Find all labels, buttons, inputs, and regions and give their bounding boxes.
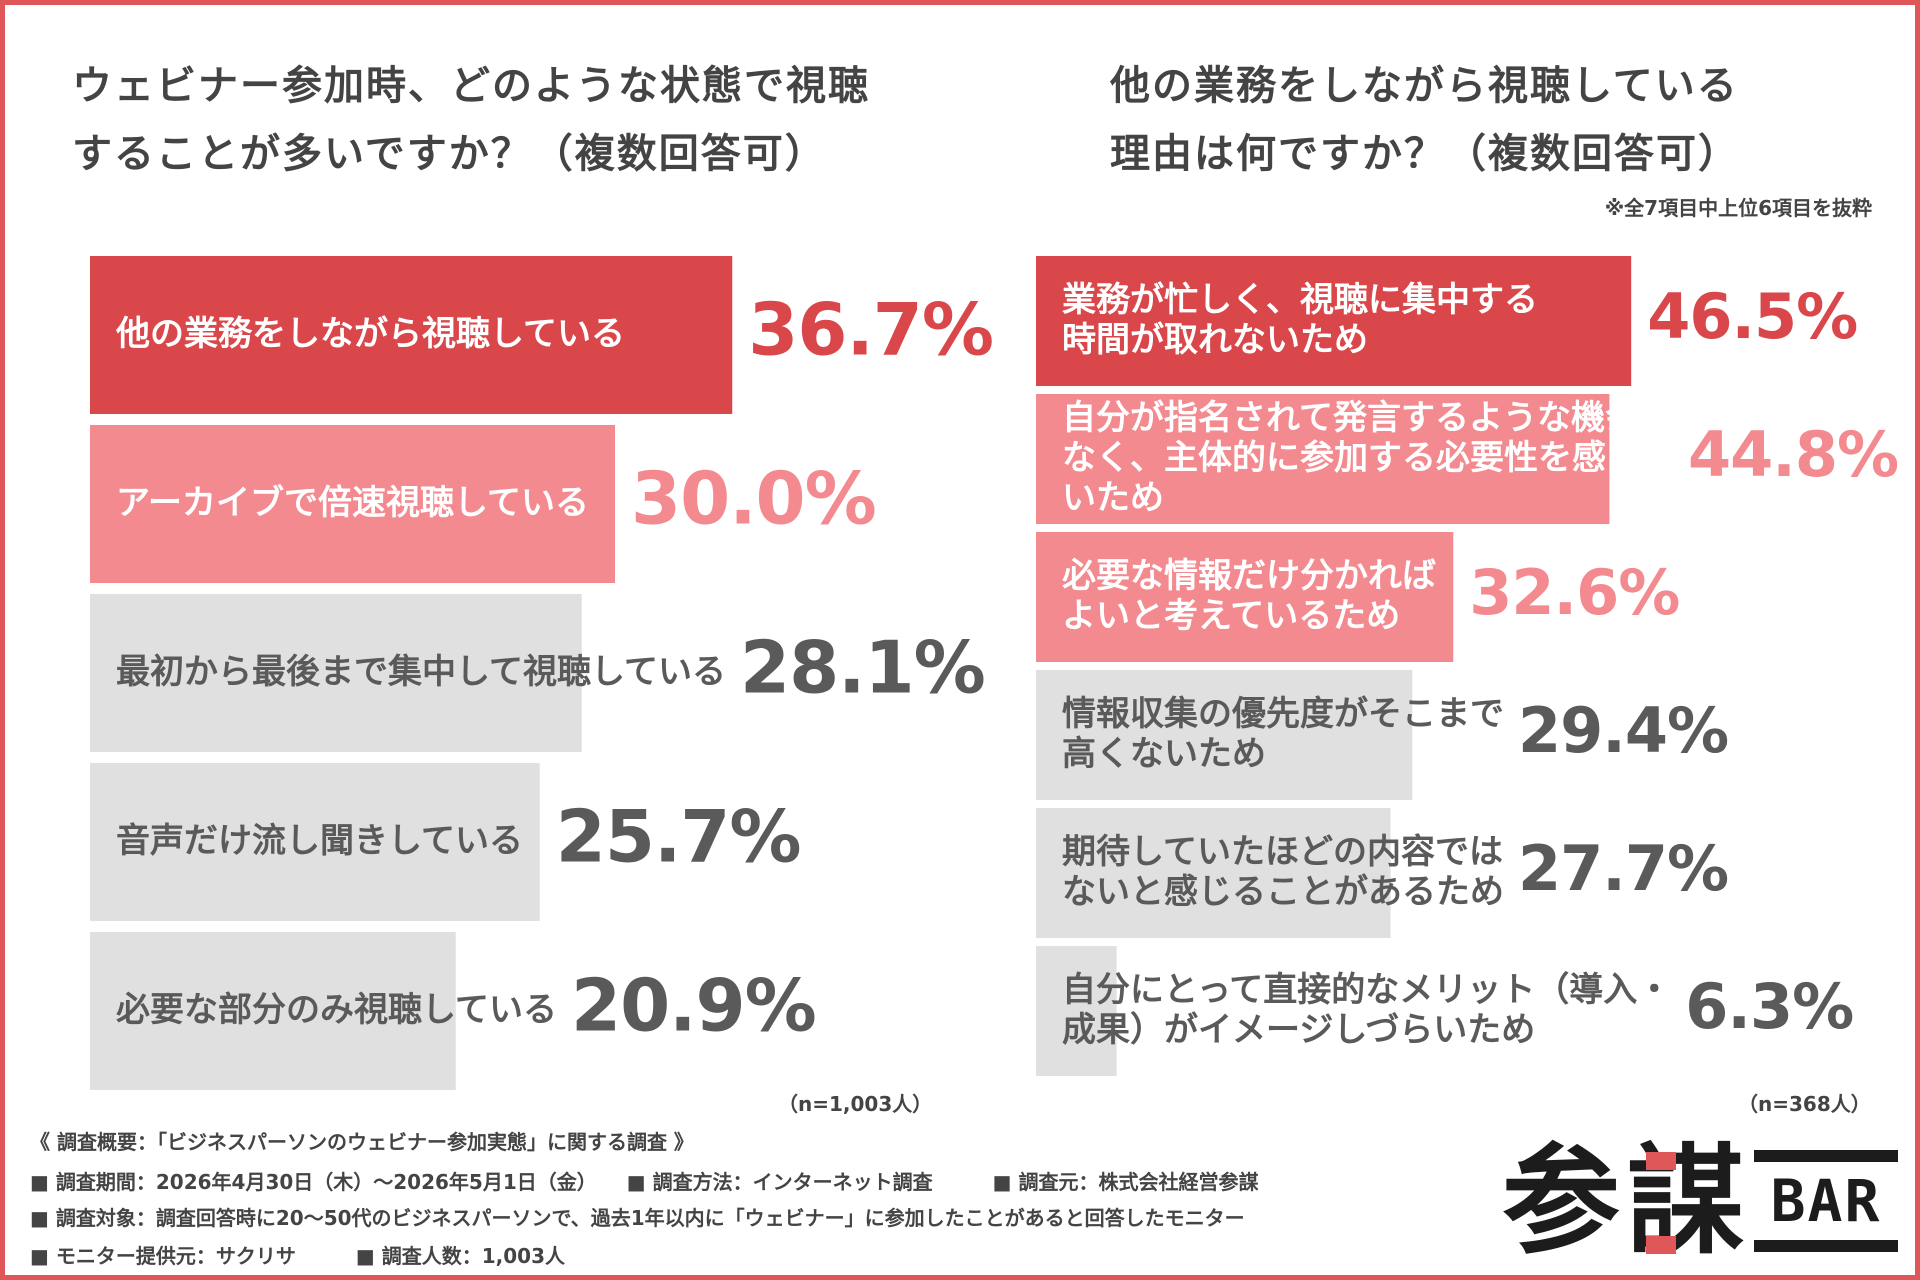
- right-title-line-1: 他の業務をしながら視聴している: [1110, 63, 1739, 109]
- chart2-value-label-3: 32.6%: [1469, 556, 1679, 629]
- chart2-bar-6: [1036, 946, 1117, 1076]
- chart1-value-label-3: 28.1%: [740, 626, 985, 710]
- chart2-category-label-1-line-1: 業務が忙しく、視聴に集中する: [1062, 280, 1538, 320]
- chart1-category-label-4: 音声だけ流し聞きしている: [116, 821, 523, 861]
- chart1-value-label-4: 25.7%: [556, 795, 801, 879]
- chart2-category-label-6-line-1: 自分にとって直接的なメリット（導入・: [1062, 970, 1671, 1010]
- chart2-bar-5: [1036, 808, 1391, 938]
- right-question-title: 他の業務をしながら視聴している 理由は何ですか？（複数回答可）: [1110, 52, 1740, 188]
- right-title-line-2: 理由は何ですか？（複数回答可）: [1110, 131, 1740, 177]
- left-sample-size: （n=1,003人）: [778, 1092, 933, 1116]
- chart2-category-label-6: 自分にとって直接的なメリット（導入・成果）がイメージしづらいため: [1062, 970, 1671, 1050]
- chart2-category-label-3: 必要な情報だけ分かればよいと考えているため: [1062, 556, 1436, 636]
- chart1-category-label-3: 最初から最後まで集中して視聴している: [116, 652, 726, 692]
- chart1-value-label-1: 36.7%: [748, 288, 993, 372]
- chart1-bar-5: [90, 932, 456, 1090]
- chart1-category-label-2: アーカイブで倍速視聴している: [116, 483, 589, 523]
- survey-target: ■ 調査対象：調査回答時に20～50代のビジネスパーソンで、過去1年以内に「ウェ…: [30, 1206, 1245, 1230]
- survey-provider-count: ■ モニター提供元：サクリサ ■ 調査人数：1,003人: [30, 1244, 565, 1268]
- left-question-title: ウェビナー参加時、どのような状態で視聴 することが多いですか？（複数回答可）: [72, 52, 870, 188]
- chart2-bar-1: [1036, 256, 1632, 386]
- chart1-category-label-4-line-1: 音声だけ流し聞きしている: [116, 821, 523, 861]
- chart2-bar-4: [1036, 670, 1413, 800]
- chart2-value-label-2: 44.8%: [1688, 418, 1898, 491]
- survey-period-method-source: ■ 調査期間：2026年4月30日（木）～2026年5月1日（金） ■ 調査方法…: [30, 1170, 1259, 1194]
- chart2-value-label-6: 6.3%: [1685, 970, 1853, 1043]
- chart2-category-label-3-line-2: よいと考えているため: [1062, 596, 1400, 636]
- chart1-category-label-2-line-1: アーカイブで倍速視聴している: [116, 483, 589, 523]
- chart1-bar-3: [90, 594, 582, 752]
- chart1-value-label-5: 20.9%: [571, 964, 816, 1048]
- chart2-category-label-4: 情報収集の優先度がそこまで高くないため: [1062, 694, 1504, 774]
- logo-bar-text: BAR: [1770, 1167, 1882, 1235]
- chart1-category-label-1: 他の業務をしながら視聴している: [115, 314, 625, 354]
- chart2-category-label-1-line-2: 時間が取れないため: [1062, 320, 1368, 360]
- chart2-value-label-5: 27.7%: [1518, 832, 1728, 905]
- chart2-bar-3: [1036, 532, 1454, 662]
- logo-bar-box: BAR: [1754, 1150, 1898, 1252]
- right-question-note: ※全7項目中上位6項目を抜粋: [1604, 196, 1872, 220]
- chart2-category-label-2-line-1: 自分が指名されて発言するような機会が: [1062, 398, 1673, 438]
- chart2-category-label-5: 期待していたほどの内容ではないと感じることがあるため: [1062, 832, 1504, 912]
- left-title-line-2: することが多いですか？（複数回答可）: [72, 131, 827, 177]
- chart2-category-label-4-line-2: 高くないため: [1062, 734, 1266, 774]
- survey-overview-heading: 《 調査概要：「ビジネスパーソンのウェビナー参加実態」に関する調査 》: [30, 1130, 694, 1154]
- chart2-category-label-6-line-2: 成果）がイメージしづらいため: [1062, 1010, 1535, 1050]
- left-title-line-1: ウェビナー参加時、どのような状態で視聴: [72, 63, 870, 109]
- chart2-value-label-1: 46.5%: [1647, 280, 1857, 353]
- chart2-category-label-2: 自分が指名されて発言するような機会がなく、主体的に参加する必要性を感じないため: [1062, 398, 1674, 518]
- logo-kanji: 参謀: [1502, 1132, 1751, 1270]
- chart1-category-label-5: 必要な部分のみ視聴している: [116, 990, 557, 1030]
- chart2-category-label-5-line-1: 期待していたほどの内容では: [1062, 832, 1503, 872]
- right-sample-size: （n=368人）: [1738, 1092, 1871, 1116]
- chart1-category-label-5-line-1: 必要な部分のみ視聴している: [116, 990, 557, 1030]
- chart2-category-label-2-line-2: なく、主体的に参加する必要性を感じな: [1062, 438, 1674, 478]
- chart2-category-label-5-line-2: ないと感じることがあるため: [1062, 872, 1504, 912]
- chart2-category-label-4-line-1: 情報収集の優先度がそこまで: [1062, 694, 1504, 734]
- chart2-category-label-3-line-1: 必要な情報だけ分かれば: [1062, 556, 1436, 596]
- chart1-bar-1: [90, 256, 733, 414]
- chart2-value-label-4: 29.4%: [1518, 694, 1728, 767]
- chart2-bar-2: [1036, 394, 1610, 524]
- chart1-value-label-2: 30.0%: [631, 457, 876, 541]
- chart1-category-label-1-line-1: 他の業務をしながら視聴している: [115, 314, 625, 354]
- chart1-bar-2: [90, 425, 615, 583]
- chart1-bar-4: [90, 763, 540, 921]
- logo-accent-bottom: [1646, 1236, 1676, 1254]
- logo-accent-top: [1646, 1152, 1676, 1170]
- chart2-category-label-1: 業務が忙しく、視聴に集中する時間が取れないため: [1062, 280, 1538, 360]
- chart1-category-label-3-line-1: 最初から最後まで集中して視聴している: [116, 652, 726, 692]
- chart2-category-label-2-line-3: いため: [1062, 478, 1164, 518]
